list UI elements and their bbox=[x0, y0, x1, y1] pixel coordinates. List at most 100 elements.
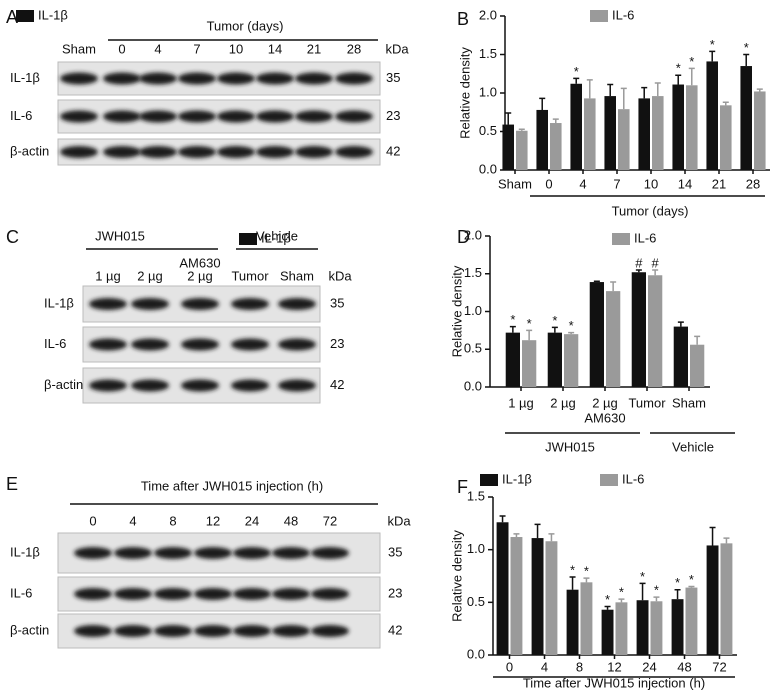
bar bbox=[604, 96, 616, 170]
x-tick-label: 2 µg bbox=[592, 395, 618, 410]
band bbox=[311, 625, 349, 637]
x-tick-label: Tumor bbox=[628, 395, 666, 410]
lane-label: 0 bbox=[118, 41, 125, 56]
band bbox=[181, 298, 219, 310]
blot-header: Tumor (days) bbox=[207, 18, 284, 33]
error-bar bbox=[509, 325, 516, 333]
band bbox=[272, 625, 310, 637]
error-bar bbox=[722, 101, 729, 106]
significance-mark: * bbox=[552, 313, 557, 328]
x-tick-label: 72 bbox=[712, 659, 726, 674]
x-tick-label: 12 bbox=[607, 659, 621, 674]
band bbox=[154, 588, 192, 600]
lane-label: 4 bbox=[129, 513, 136, 528]
panel-letter: F bbox=[457, 477, 468, 497]
bar bbox=[505, 332, 520, 387]
significance-mark: * bbox=[654, 583, 659, 598]
bar bbox=[686, 85, 698, 170]
band bbox=[231, 298, 269, 310]
band bbox=[295, 110, 333, 123]
band bbox=[231, 379, 269, 392]
band bbox=[311, 588, 349, 600]
y-tick-label: 2.0 bbox=[464, 227, 482, 242]
bar bbox=[672, 84, 684, 170]
bar bbox=[570, 83, 582, 170]
row-label: IL-6 bbox=[44, 336, 66, 351]
kda-label: 35 bbox=[388, 544, 402, 559]
panel-letter: E bbox=[6, 474, 18, 494]
bar bbox=[545, 541, 558, 655]
x-tick-label: 8 bbox=[576, 659, 583, 674]
kda-label: 23 bbox=[388, 585, 402, 600]
y-tick-label: 1.0 bbox=[467, 541, 485, 556]
lane-label: 1 µg bbox=[95, 268, 121, 283]
band bbox=[256, 110, 294, 123]
bar bbox=[601, 609, 614, 655]
x-tick-sublabel: AM630 bbox=[584, 410, 625, 425]
bar bbox=[510, 537, 523, 655]
legend-label: IL-1β bbox=[261, 230, 291, 245]
bar bbox=[650, 601, 663, 655]
significance-mark: * bbox=[570, 562, 575, 577]
lane-label: Sham bbox=[280, 268, 314, 283]
band bbox=[60, 110, 98, 123]
error-bar bbox=[499, 515, 506, 523]
error-bar bbox=[653, 596, 660, 602]
band bbox=[131, 298, 169, 310]
bar bbox=[706, 545, 719, 655]
significance-mark: * bbox=[640, 569, 645, 584]
legend-swatch bbox=[480, 474, 498, 486]
band bbox=[194, 625, 232, 637]
band bbox=[217, 146, 255, 158]
band bbox=[139, 146, 177, 158]
band bbox=[295, 72, 333, 85]
bar bbox=[648, 275, 663, 387]
x-tick-label: 10 bbox=[644, 176, 658, 191]
y-tick-label: 0.5 bbox=[464, 341, 482, 356]
x-tick-label: 0 bbox=[506, 659, 513, 674]
band bbox=[217, 110, 255, 123]
y-tick-label: 0.0 bbox=[464, 378, 482, 393]
band bbox=[178, 146, 216, 158]
lane-label: 14 bbox=[268, 41, 282, 56]
error-bar bbox=[548, 533, 555, 542]
group-label: Vehicle bbox=[672, 439, 714, 454]
error-bar bbox=[639, 582, 646, 601]
bar bbox=[740, 66, 752, 170]
row-label: β-actin bbox=[10, 622, 49, 637]
bar bbox=[690, 344, 705, 387]
x-tick-label: Sham bbox=[672, 395, 706, 410]
significance-mark: * bbox=[689, 572, 694, 587]
blot-header: Time after JWH015 injection (h) bbox=[141, 478, 323, 493]
y-tick-label: 0.0 bbox=[479, 161, 497, 176]
band bbox=[131, 379, 169, 392]
band bbox=[278, 338, 316, 351]
lane-label: 7 bbox=[193, 41, 200, 56]
band bbox=[60, 146, 98, 158]
band bbox=[89, 338, 127, 351]
unit-label: kDa bbox=[328, 268, 352, 283]
kda-label: 42 bbox=[386, 143, 400, 158]
band bbox=[103, 146, 141, 158]
row-label: IL-1β bbox=[10, 544, 40, 559]
band bbox=[178, 110, 216, 123]
group-label: JWH015 bbox=[545, 439, 595, 454]
band bbox=[139, 72, 177, 85]
lane-label: 2 µg bbox=[187, 268, 213, 283]
significance-mark: # bbox=[635, 255, 643, 270]
panel-letter: A bbox=[6, 7, 18, 27]
bar bbox=[496, 522, 509, 655]
bar bbox=[636, 600, 649, 655]
lane-label: 24 bbox=[245, 513, 259, 528]
band bbox=[181, 338, 219, 351]
significance-mark: * bbox=[675, 575, 680, 590]
legend-label: IL-6 bbox=[634, 230, 656, 245]
kda-label: 23 bbox=[330, 336, 344, 351]
panel-letter: D bbox=[457, 227, 470, 247]
x-tick-label: Sham bbox=[498, 176, 532, 191]
legend-swatch bbox=[239, 233, 257, 245]
lane-label: 0 bbox=[89, 513, 96, 528]
y-tick-label: 1.5 bbox=[479, 46, 497, 61]
significance-mark: * bbox=[619, 585, 624, 600]
